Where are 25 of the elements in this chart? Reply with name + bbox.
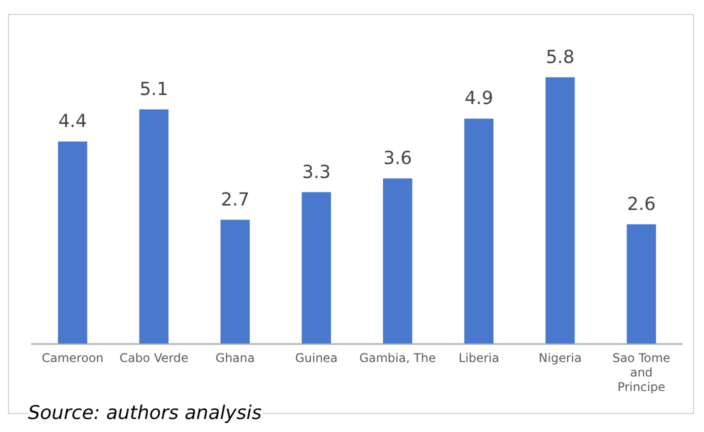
source-note: Source: authors analysis <box>28 402 262 424</box>
x-tick-label: Sao Tome and Principe <box>612 351 670 394</box>
x-tick-label: Liberia <box>458 351 500 366</box>
data-label: 3.6 <box>383 148 412 169</box>
data-label: 5.8 <box>546 46 574 68</box>
bar <box>546 77 575 344</box>
bar <box>302 192 331 344</box>
bar <box>464 118 494 344</box>
bar <box>58 142 88 344</box>
x-tick-label: Gambia, The <box>359 351 436 366</box>
bar <box>139 109 168 344</box>
x-tick-label: Nigeria <box>538 351 582 366</box>
data-label: 4.4 <box>58 111 87 132</box>
x-tick-label: Cameroon <box>42 351 104 366</box>
data-label: 2.7 <box>220 189 250 210</box>
x-tick-label: Ghana <box>216 351 255 366</box>
data-label: 2.6 <box>627 194 656 215</box>
bar <box>383 178 412 344</box>
bar <box>626 224 656 344</box>
bar <box>220 220 250 344</box>
data-label: 4.9 <box>464 88 494 110</box>
data-label: 5.1 <box>140 79 168 100</box>
data-label: 3.3 <box>302 162 331 183</box>
x-tick-label: Guinea <box>295 351 338 366</box>
x-tick-label: Cabo Verde <box>119 351 188 366</box>
